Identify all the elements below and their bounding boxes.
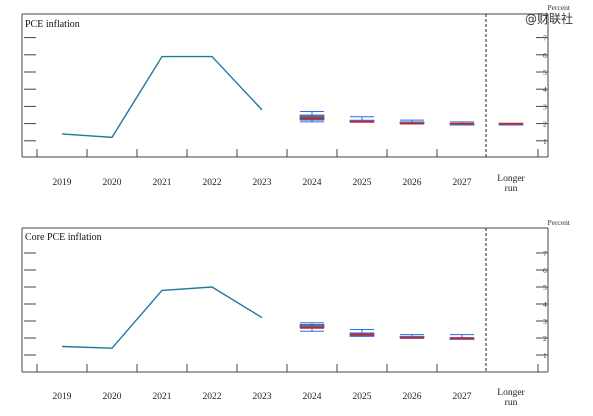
panel2-xlabel: 2023 xyxy=(253,392,272,402)
panel2-ytick-label: 7 xyxy=(543,249,547,258)
panel1-xlabel: 2025 xyxy=(353,178,372,188)
panel2-ytick-label: 5 xyxy=(543,283,547,292)
panel2-xlabel: 2021 xyxy=(153,392,172,402)
panel1-xlabel: 2020 xyxy=(103,178,122,188)
panel1-ytick-label: 5 xyxy=(543,68,547,77)
panel1-xlabel: 2026 xyxy=(403,178,422,188)
panel1-xlabel: 2019 xyxy=(53,178,72,188)
panel1-xlabel: 2027 xyxy=(453,178,472,188)
panel1-ytick-label: 7 xyxy=(543,34,547,43)
panel2-ytick-label: 4 xyxy=(543,300,547,309)
panel2-xlabel: 2022 xyxy=(203,392,222,402)
watermark-text: @财联社 xyxy=(524,12,573,26)
panel2-xlabel: 2025 xyxy=(353,392,372,402)
panel1-xlabel: 2022 xyxy=(203,178,222,188)
panel2-xlabel: 2024 xyxy=(303,392,322,402)
panel1-ytick-label: 2 xyxy=(543,120,547,129)
panel2-xlabel: 2019 xyxy=(53,392,72,402)
panel2-history-line xyxy=(61,286,263,349)
panel1-xlabel: 2021 xyxy=(153,178,172,188)
panel1-ytick-label: 6 xyxy=(543,51,547,60)
panel2-xlabel-longer-run: Longer run xyxy=(497,388,525,408)
panel2-ytick-label: 3 xyxy=(543,317,547,326)
panel2-unit-label: Percent xyxy=(548,218,571,227)
panel1-xlabel: 2023 xyxy=(253,178,272,188)
panel1-xlabel-longer-run: Longer run xyxy=(497,174,525,194)
panel1-ytick-label: 1 xyxy=(543,137,547,146)
panel1-ytick-label: 4 xyxy=(543,85,547,94)
panel2-ytick-label: 2 xyxy=(543,334,547,343)
panel2-xlabel: 2026 xyxy=(403,392,422,402)
panel2-xlabel: 2027 xyxy=(453,392,472,402)
panel2-ytick-label: 1 xyxy=(543,351,547,360)
panel1-unit-label: Percent xyxy=(548,3,571,12)
panel2-xlabel: 2020 xyxy=(103,392,122,402)
panel1-title: PCE inflation xyxy=(25,19,80,30)
panel2-ytick-label: 6 xyxy=(543,266,547,275)
panel1-xlabel: 2024 xyxy=(303,178,322,188)
panel2-title: Core PCE inflation xyxy=(25,232,102,243)
panel1-ytick-label: 3 xyxy=(543,102,547,111)
panel1-history-line xyxy=(61,55,263,139)
